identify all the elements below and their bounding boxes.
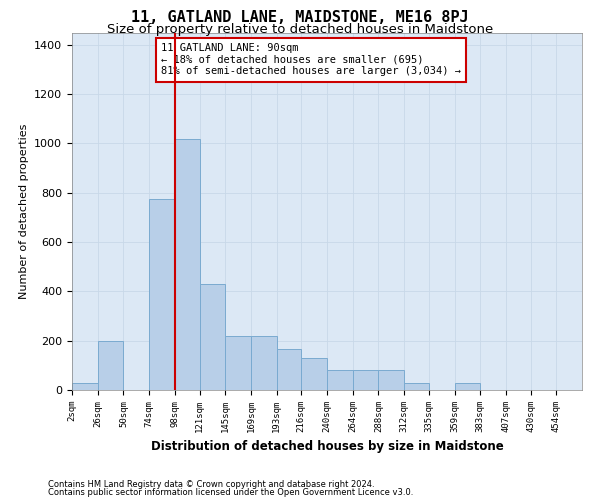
- Bar: [327, 370, 353, 390]
- Bar: [277, 350, 301, 390]
- X-axis label: Distribution of detached houses by size in Maidstone: Distribution of detached houses by size …: [151, 440, 503, 454]
- Y-axis label: Number of detached properties: Number of detached properties: [19, 124, 29, 299]
- Bar: [301, 358, 327, 390]
- Text: Contains public sector information licensed under the Open Government Licence v3: Contains public sector information licen…: [48, 488, 413, 497]
- Bar: [98, 340, 124, 390]
- Text: 11 GATLAND LANE: 90sqm
← 18% of detached houses are smaller (695)
81% of semi-de: 11 GATLAND LANE: 90sqm ← 18% of detached…: [161, 43, 461, 76]
- Bar: [72, 382, 98, 390]
- Text: Contains HM Land Registry data © Crown copyright and database right 2024.: Contains HM Land Registry data © Crown c…: [48, 480, 374, 489]
- Bar: [225, 336, 251, 390]
- Bar: [199, 284, 225, 390]
- Bar: [379, 370, 404, 390]
- Bar: [455, 382, 480, 390]
- Bar: [175, 138, 199, 390]
- Bar: [404, 382, 429, 390]
- Bar: [251, 336, 277, 390]
- Bar: [353, 370, 379, 390]
- Text: 11, GATLAND LANE, MAIDSTONE, ME16 8PJ: 11, GATLAND LANE, MAIDSTONE, ME16 8PJ: [131, 10, 469, 25]
- Text: Size of property relative to detached houses in Maidstone: Size of property relative to detached ho…: [107, 22, 493, 36]
- Bar: [149, 199, 175, 390]
